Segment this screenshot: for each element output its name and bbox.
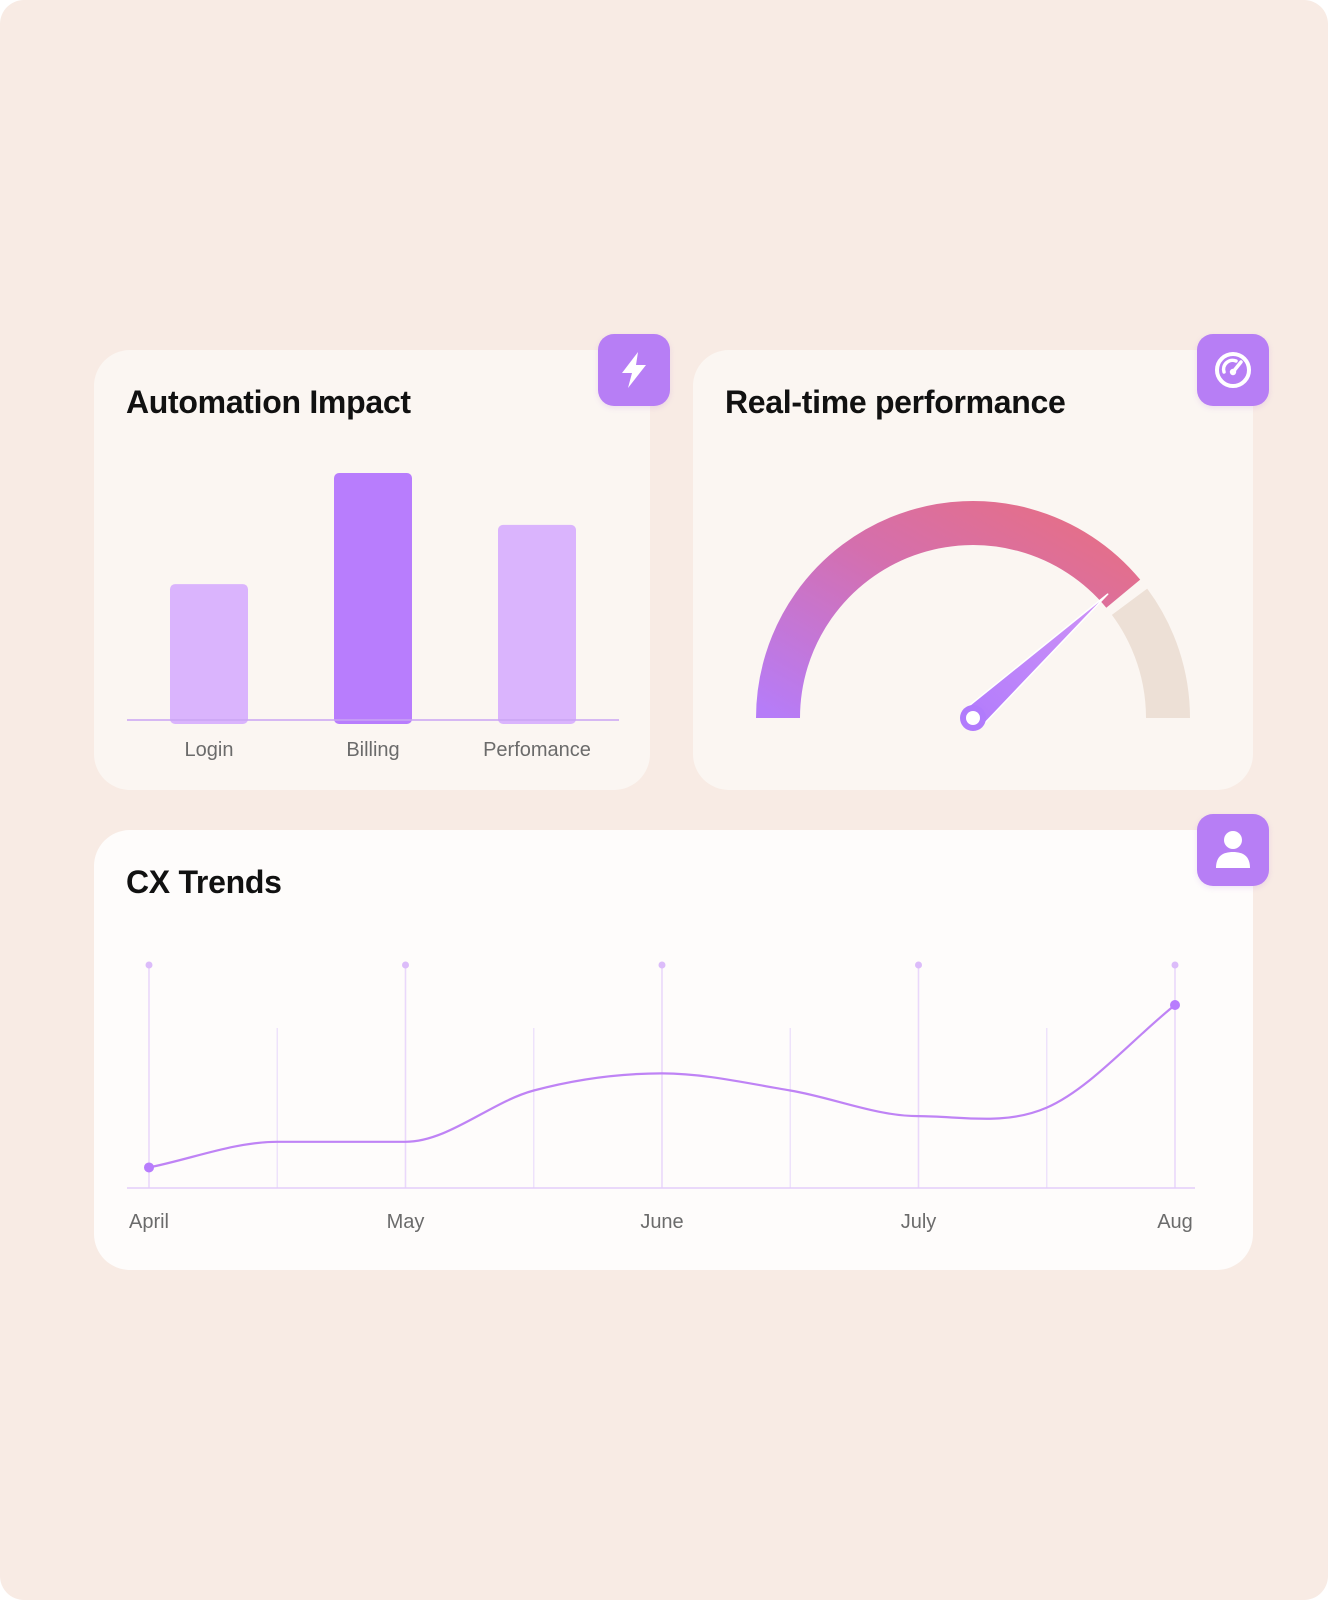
gauge-needle (964, 593, 1109, 728)
bar-login (170, 584, 248, 724)
bar-label: Login (185, 739, 234, 761)
gauge-value-arc (756, 501, 1141, 719)
automation-impact-title: Automation Impact (126, 384, 411, 420)
speedometer-icon[interactable] (1197, 334, 1269, 406)
lightning-bolt-icon[interactable] (598, 334, 670, 406)
performance-gauge (756, 501, 1190, 731)
x-tick-label: July (901, 1211, 937, 1233)
gridline-cap-dot (915, 961, 922, 969)
cx-trend-line (148, 1004, 1176, 1169)
automation-impact-card: Automation Impact Login Billing Perfomance (94, 350, 650, 790)
gridline-cap-dot (402, 961, 409, 969)
gauge-track (1111, 588, 1190, 719)
x-tick-label: June (640, 1211, 683, 1233)
bar-perfomance (498, 524, 576, 724)
automation-bar-chart: Login Billing Perfomance (127, 473, 619, 761)
x-tick-label: April (129, 1211, 169, 1233)
real-time-performance-card: Real-time performance (693, 350, 1253, 790)
bar-label: Perfomance (483, 739, 591, 761)
x-tick-label: May (387, 1211, 425, 1233)
bar-label: Billing (346, 739, 399, 761)
gridline-cap-dot (1171, 961, 1179, 969)
cx-trends-title: CX Trends (126, 864, 282, 900)
cx-trends-card: CX Trends April May June July Aug (94, 830, 1253, 1270)
bar-billing (334, 473, 412, 724)
gridline-cap-dot (145, 961, 153, 969)
line-end-point (1170, 1000, 1180, 1010)
line-start-point (144, 1162, 154, 1173)
real-time-performance-title: Real-time performance (725, 384, 1066, 420)
gauge-needle-hub-center (966, 711, 980, 725)
x-tick-label: Aug (1157, 1211, 1193, 1233)
gridline-cap-dot (658, 961, 666, 969)
user-icon[interactable] (1197, 814, 1269, 886)
cx-trends-line-chart: April May June July Aug (127, 961, 1195, 1233)
